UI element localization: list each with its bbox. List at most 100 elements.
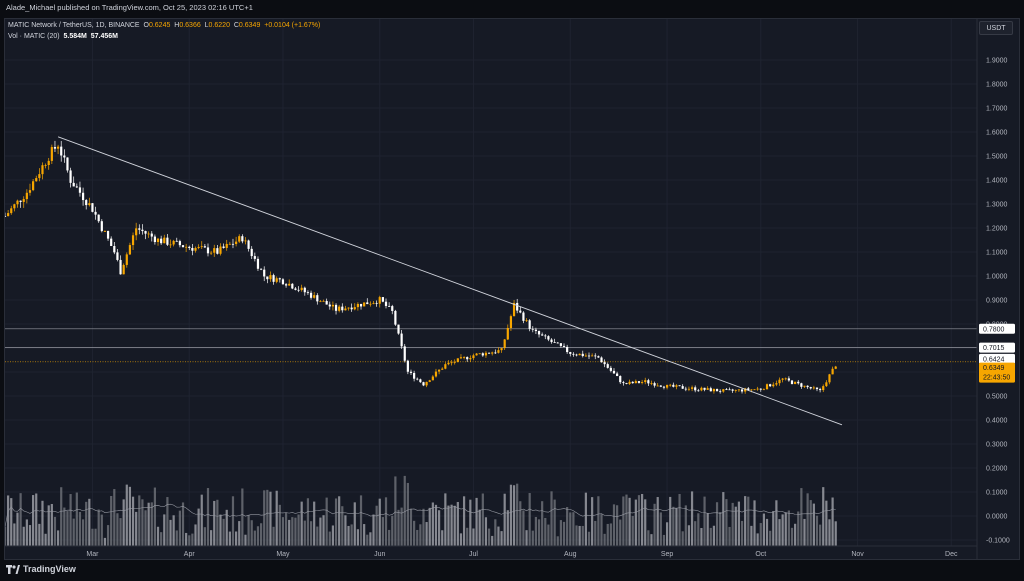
candle-body <box>294 288 297 290</box>
high-label: H <box>174 22 180 29</box>
candle-body <box>516 302 519 311</box>
price-tick-label: 1.5000 <box>986 154 1008 161</box>
chart-svg[interactable]: 1.9000 1.8000 1.7000 1.6000 1.5000 1.4000 1.30… <box>3 19 1019 559</box>
candle-body <box>100 221 103 232</box>
volume-bar <box>341 506 344 546</box>
time-axis[interactable]: Mar Apr May Jun Jul Aug Sep Oct Nov Dec <box>5 545 977 558</box>
volume-bar <box>525 530 528 546</box>
currency-button[interactable]: USDT <box>979 21 1013 35</box>
candle-body <box>41 165 44 175</box>
time-tick-label: Jul <box>469 551 478 558</box>
volume-bar <box>3 526 7 546</box>
candle-body <box>797 381 800 384</box>
volume-bar <box>619 519 622 546</box>
volume-bar <box>10 498 13 546</box>
candle-body <box>13 204 16 209</box>
candle-body <box>606 364 609 368</box>
candle-body <box>206 247 210 254</box>
volume-bar <box>185 532 188 546</box>
candle-body <box>291 283 294 289</box>
candle-body <box>381 297 384 302</box>
candle-body <box>715 389 719 392</box>
last-price-tag: 0.6349 <box>983 365 1005 372</box>
volume-bar <box>125 484 128 546</box>
volume-bar <box>110 495 113 546</box>
volume-bar <box>22 526 25 546</box>
price-tag-level-1-bg <box>979 323 1015 334</box>
price-tag-level-1: 0.7800 <box>983 326 1005 333</box>
volume-bar <box>466 527 469 546</box>
candle-body <box>47 160 50 166</box>
candle-body <box>72 182 75 187</box>
volume-bar <box>388 529 391 546</box>
candle-body <box>819 389 822 391</box>
candle-body <box>806 385 809 388</box>
volume-ma-value: 57.456M <box>90 33 118 40</box>
price-tick-label: 1.9000 <box>986 58 1008 65</box>
candle-body <box>172 240 175 245</box>
candle-body <box>363 302 366 307</box>
candle-body <box>740 389 744 392</box>
candle-body <box>369 303 372 305</box>
candle-body <box>25 192 28 200</box>
candle-body <box>484 352 488 356</box>
volume-bar <box>828 519 831 546</box>
candle-body <box>441 368 444 370</box>
candle-body <box>547 336 550 340</box>
candle-body <box>350 307 353 310</box>
candle-body <box>637 381 641 383</box>
volume-bar <box>363 524 366 546</box>
volume-bar <box>665 522 669 546</box>
candle-body <box>697 390 700 392</box>
volume-bar <box>66 511 69 546</box>
candle-body <box>153 236 157 243</box>
volume-bar <box>800 488 803 546</box>
candle-body <box>131 235 135 246</box>
volume-bar <box>378 498 381 546</box>
price-tick-label: 1.8000 <box>986 82 1008 89</box>
symbol-label[interactable]: MATIC Network / TetherUS, 1D, BINANCE <box>8 22 140 29</box>
trendline[interactable] <box>57 136 843 426</box>
volume-bar <box>537 519 541 546</box>
price-axis[interactable]: 1.9000 1.8000 1.7000 1.6000 1.5000 1.4000 1.30… <box>976 19 1019 559</box>
candle-body <box>662 386 666 388</box>
candle-body <box>425 381 428 386</box>
volume-bar <box>47 505 50 546</box>
volume-bar <box>562 521 566 546</box>
candle-body <box>316 295 319 302</box>
volume-bar <box>135 511 138 546</box>
volume-label[interactable]: Vol · MATIC (20) <box>8 33 60 40</box>
candle-body <box>281 279 285 285</box>
volume-bar <box>447 505 450 546</box>
candle-body <box>734 390 737 391</box>
candle-body <box>300 287 303 291</box>
candle-body <box>762 389 765 391</box>
volume-bar <box>200 494 203 546</box>
chart-pane[interactable]: 1.9000 1.8000 1.7000 1.6000 1.5000 1.4000 1.30… <box>3 18 1020 560</box>
volume-bar <box>556 536 559 546</box>
candle-body <box>744 388 747 392</box>
candle-body <box>581 353 584 357</box>
volume-bar <box>397 509 400 546</box>
candle-body <box>325 300 328 305</box>
candle-body <box>322 300 325 302</box>
candle-body <box>781 378 784 380</box>
candle-body <box>400 333 403 347</box>
volume-bar <box>334 498 338 546</box>
horizontal-levels[interactable] <box>5 328 977 363</box>
volume-bar <box>191 533 194 546</box>
volume-bar <box>491 535 494 546</box>
candle-body <box>406 360 409 372</box>
volume-bar <box>453 505 456 546</box>
volume-bar <box>413 520 416 546</box>
candle-body <box>169 244 172 246</box>
candles[interactable] <box>3 140 837 394</box>
volume-bar <box>547 524 550 546</box>
volume-bar <box>497 526 500 546</box>
volume-bar <box>569 512 572 546</box>
candle-body <box>341 306 344 311</box>
footer: TradingView <box>6 564 76 574</box>
volume-bar <box>625 494 628 546</box>
candle-body <box>609 367 612 371</box>
candle-body <box>116 252 119 260</box>
